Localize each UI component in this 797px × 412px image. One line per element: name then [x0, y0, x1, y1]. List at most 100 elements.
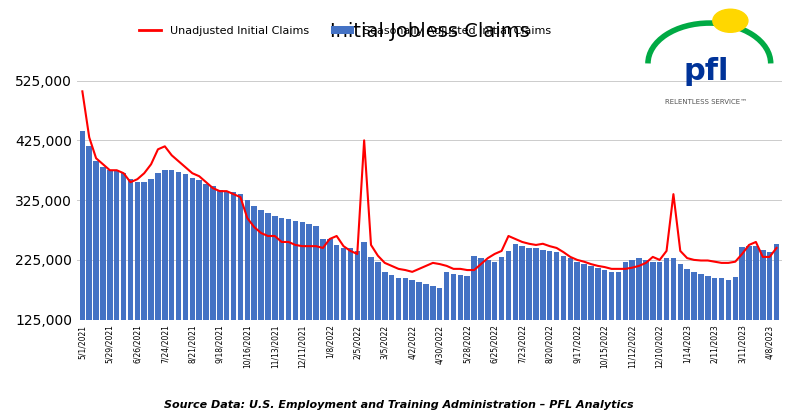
Bar	[238, 194, 243, 394]
Bar	[492, 262, 497, 394]
Bar	[251, 206, 257, 394]
Bar	[767, 252, 772, 394]
Bar	[670, 258, 676, 394]
Bar	[705, 276, 710, 394]
Bar	[630, 260, 635, 394]
Bar	[176, 172, 182, 394]
Bar	[774, 244, 779, 394]
Bar	[410, 280, 415, 394]
Bar	[540, 250, 546, 394]
Bar	[224, 191, 230, 394]
Bar	[80, 131, 85, 394]
Bar	[512, 244, 518, 394]
Bar	[272, 216, 277, 394]
Bar	[740, 247, 745, 394]
Bar	[588, 266, 594, 394]
Bar	[444, 272, 450, 394]
Bar	[114, 170, 120, 394]
Bar	[100, 167, 106, 394]
Bar	[478, 258, 484, 394]
Bar	[162, 170, 167, 394]
Bar	[368, 257, 374, 394]
Bar	[87, 146, 92, 394]
Bar	[719, 278, 724, 394]
Bar	[292, 221, 298, 394]
Bar	[347, 248, 353, 394]
Bar	[567, 258, 573, 394]
Bar	[506, 251, 511, 394]
Bar	[609, 272, 614, 394]
Bar	[93, 161, 99, 394]
Bar	[396, 278, 401, 394]
Bar	[561, 256, 566, 394]
Bar	[135, 182, 140, 394]
Bar	[334, 245, 340, 394]
Bar	[210, 186, 216, 394]
Bar	[581, 264, 587, 394]
Bar	[554, 252, 559, 394]
Bar	[190, 178, 195, 394]
Bar	[245, 200, 250, 394]
Bar	[471, 256, 477, 394]
Bar	[465, 276, 470, 394]
Bar	[361, 242, 367, 394]
Bar	[286, 219, 291, 394]
Bar	[169, 170, 175, 394]
Bar	[664, 258, 669, 394]
Bar	[677, 264, 683, 394]
Bar	[355, 251, 360, 394]
Bar	[485, 260, 491, 394]
Bar	[760, 250, 765, 394]
Bar	[575, 262, 580, 394]
Bar	[327, 239, 332, 394]
Bar	[526, 248, 532, 394]
Bar	[499, 257, 505, 394]
Bar	[746, 246, 752, 394]
Bar	[451, 274, 456, 394]
Bar	[457, 275, 463, 394]
Bar	[698, 274, 704, 394]
Bar	[615, 272, 621, 394]
Bar	[183, 174, 188, 394]
Bar	[650, 262, 656, 394]
Circle shape	[713, 9, 748, 32]
Bar	[753, 246, 759, 394]
Bar	[155, 173, 161, 394]
Bar	[533, 248, 539, 394]
Bar	[107, 170, 112, 394]
Bar	[622, 262, 628, 394]
Bar	[430, 286, 436, 394]
Bar	[217, 190, 222, 394]
Bar	[196, 180, 202, 394]
Bar	[141, 182, 147, 394]
Bar	[437, 288, 442, 394]
Bar	[389, 275, 395, 394]
Bar	[341, 248, 346, 394]
Bar	[121, 173, 127, 394]
Bar	[128, 179, 133, 394]
Bar	[691, 272, 697, 394]
Bar	[300, 222, 305, 394]
Bar	[657, 262, 662, 394]
Bar	[643, 260, 649, 394]
Bar	[595, 268, 601, 394]
Bar	[320, 239, 326, 394]
Bar	[402, 278, 408, 394]
Legend: Unadjusted Initial Claims, Seasonally Adjusted Initial Claims: Unadjusted Initial Claims, Seasonally Ad…	[135, 21, 555, 40]
Bar	[416, 282, 422, 394]
Bar	[231, 192, 236, 394]
Text: RELENTLESS SERVICE™: RELENTLESS SERVICE™	[665, 98, 747, 105]
Bar	[313, 226, 319, 394]
Bar	[712, 278, 717, 394]
Text: Source Data: U.S. Employment and Training Administration – PFL Analytics: Source Data: U.S. Employment and Trainin…	[163, 400, 634, 410]
Bar	[306, 224, 312, 394]
Bar	[203, 184, 209, 394]
Bar	[148, 179, 154, 394]
Bar	[265, 213, 271, 394]
Bar	[732, 277, 738, 394]
Bar	[375, 262, 381, 394]
Bar	[382, 272, 387, 394]
Bar	[547, 251, 552, 394]
Bar	[423, 284, 429, 394]
Bar	[258, 210, 264, 394]
